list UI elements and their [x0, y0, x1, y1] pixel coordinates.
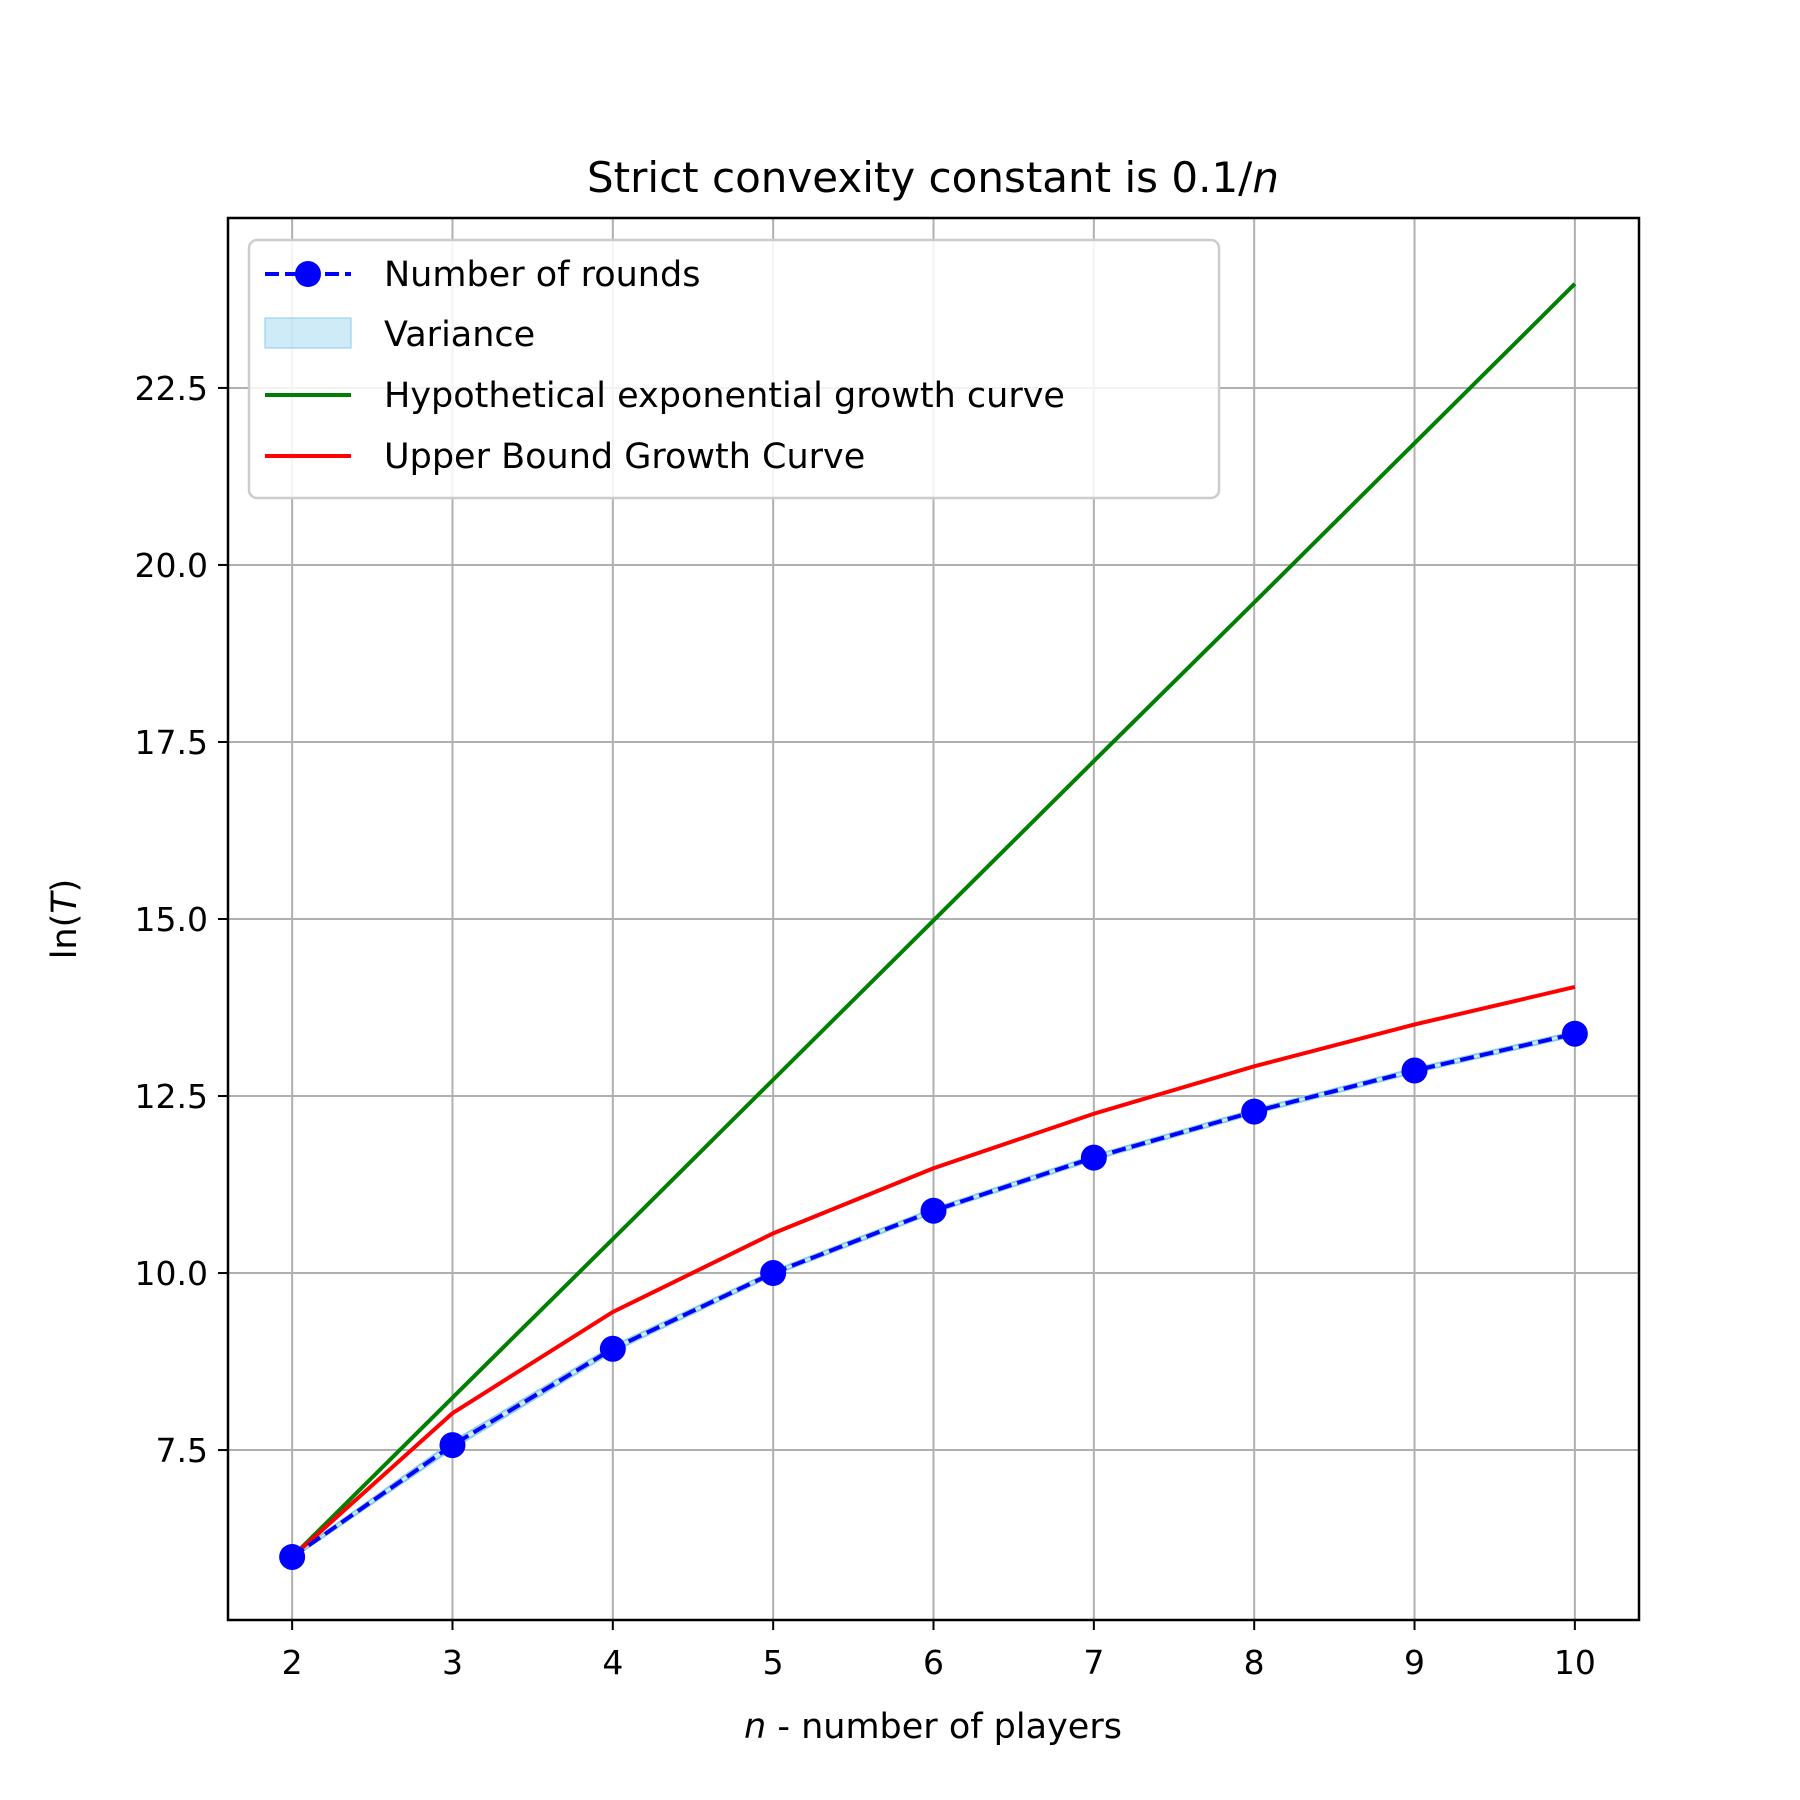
number-of-rounds-point [439, 1432, 466, 1459]
x-axis-label: n - number of players [744, 1707, 1122, 1747]
number-of-rounds-point [760, 1260, 787, 1287]
y-tick-label: 20.0 [135, 546, 208, 585]
legend: Number of rounds Variance Hypothetical e… [247, 238, 1221, 500]
x-tick-label: 5 [763, 1643, 784, 1682]
legend-number-of-rounds-marker [295, 261, 321, 287]
upper-bound-line [290, 985, 1576, 1559]
x-tick-label: 8 [1244, 1643, 1265, 1682]
legend-variance-label: Variance [384, 315, 535, 355]
x-tick-label: 2 [282, 1643, 303, 1682]
x-tick-label: 10 [1554, 1643, 1596, 1682]
number-of-rounds-point [1241, 1098, 1268, 1125]
x-tick-label: 3 [442, 1643, 463, 1682]
legend-exponential-label: Hypothetical exponential growth curve [384, 376, 1065, 416]
number-of-rounds-point [1080, 1144, 1107, 1171]
chart-title: Strict convexity constant is 0.1/n [587, 153, 1279, 202]
number-of-rounds-point [1401, 1057, 1428, 1084]
legend-number-of-rounds-label: Number of rounds [384, 255, 700, 295]
legend-upper-bound-label: Upper Bound Growth Curve [384, 437, 865, 477]
exponential-growth-line [290, 282, 1577, 1559]
series-markers [279, 1020, 1588, 1570]
number-of-rounds-point [1561, 1020, 1588, 1047]
y-tick-label: 17.5 [135, 723, 208, 762]
y-tick-label: 12.5 [135, 1077, 208, 1116]
number-of-rounds-point [599, 1335, 626, 1362]
x-tick-label: 7 [1083, 1643, 1104, 1682]
y-tick-label: 22.5 [135, 369, 208, 408]
y-tick-label: 7.5 [156, 1431, 208, 1470]
number-of-rounds-point [279, 1543, 306, 1570]
x-tick-label: 4 [602, 1643, 623, 1682]
x-tick-label: 9 [1404, 1643, 1425, 1682]
number-of-rounds-point [920, 1197, 947, 1224]
y-tick-label: 10.0 [135, 1254, 208, 1293]
y-axis-label: ln(T) [45, 879, 85, 960]
legend-variance-swatch [264, 317, 352, 349]
y-tick-label: 15.0 [135, 900, 208, 939]
legend-box [247, 238, 1221, 500]
x-tick-label: 6 [923, 1643, 944, 1682]
axis-ticks: 2 3 4 5 6 7 8 9 10 7.5 10.0 12.5 15.0 17.5 20.0 22.5 [135, 369, 1596, 1682]
